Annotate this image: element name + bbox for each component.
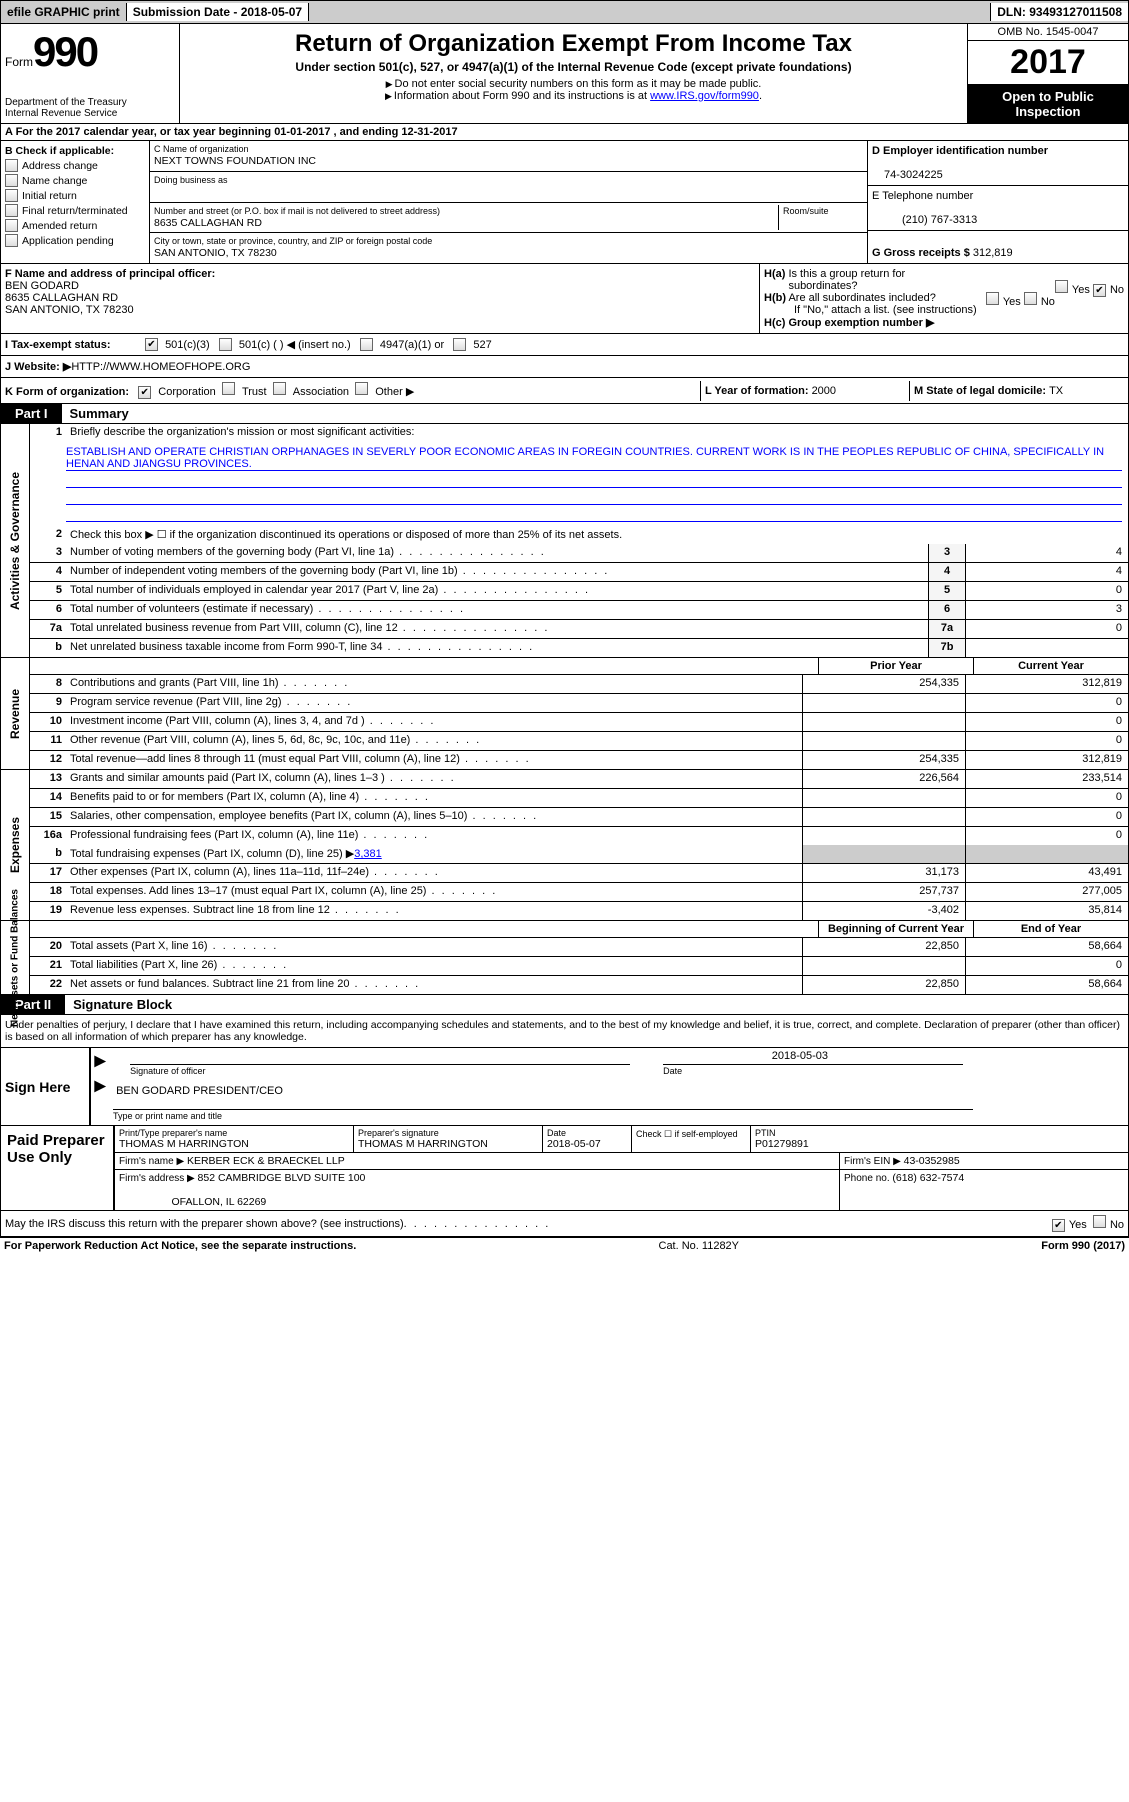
revenue-section: Revenue Prior YearCurrent Year 8 Contrib… [0, 658, 1129, 770]
mission-text: ESTABLISH AND OPERATE CHRISTIAN ORPHANAG… [30, 442, 1128, 526]
summary-line: 12 Total revenue—add lines 8 through 11 … [30, 751, 1128, 769]
gross-receipts: 312,819 [973, 247, 1013, 259]
form-header: Form990 Department of the Treasury Inter… [0, 24, 1129, 124]
summary-line: 20 Total assets (Part X, line 16) 22,850… [30, 938, 1128, 957]
sign-date: 2018-05-03 [772, 1050, 828, 1062]
pointer-icon: ▶ [94, 1076, 109, 1095]
omb-number: OMB No. 1545-0047 [968, 24, 1128, 41]
tax-year: 2017 [968, 41, 1128, 85]
part-ii-header: Part II Signature Block [0, 995, 1129, 1015]
net-assets-section: Net Assets or Fund Balances Beginning of… [0, 921, 1129, 995]
checkbox-icon[interactable] [1055, 280, 1068, 293]
top-bar: efile GRAPHIC print Submission Date - 20… [0, 0, 1129, 24]
summary-line: 11 Other revenue (Part VIII, column (A),… [30, 732, 1128, 751]
org-city: SAN ANTONIO, TX 78230 [154, 247, 277, 259]
irs-link[interactable]: www.IRS.gov/form990 [650, 90, 759, 102]
arrow-icon [385, 90, 394, 102]
website-row: J Website: ▶ HTTP://WWW.HOMEOFHOPE.ORG [0, 356, 1129, 378]
summary-line: 21 Total liabilities (Part X, line 26) 0 [30, 957, 1128, 976]
officer-name: BEN GODARD [5, 280, 79, 292]
org-address: 8635 CALLAGHAN RD [154, 217, 262, 229]
website-url: HTTP://WWW.HOMEOFHOPE.ORG [71, 361, 250, 373]
dln-label: DLN: 93493127011508 [990, 3, 1128, 21]
summary-line: 17 Other expenses (Part IX, column (A), … [30, 864, 1128, 883]
summary-line: 10 Investment income (Part VIII, column … [30, 713, 1128, 732]
checkbox-icon[interactable] [273, 382, 286, 395]
checkbox-icon[interactable]: ✔ [145, 338, 158, 351]
checkbox-icon[interactable] [355, 382, 368, 395]
pointer-icon: ▶ [94, 1051, 109, 1070]
summary-line: 18 Total expenses. Add lines 13–17 (must… [30, 883, 1128, 902]
summary-line: 14 Benefits paid to or for members (Part… [30, 789, 1128, 808]
dept-label: Department of the Treasury Internal Reve… [5, 97, 175, 119]
summary-line: 16a Professional fundraising fees (Part … [30, 827, 1128, 845]
efile-label: efile GRAPHIC print [1, 3, 127, 21]
checkbox-icon[interactable]: ✔ [138, 386, 151, 399]
form-title: Return of Organization Exempt From Incom… [184, 30, 963, 58]
officer-h-row: F Name and address of principal officer:… [0, 264, 1129, 334]
summary-line: 4 Number of independent voting members o… [30, 563, 1128, 582]
header-left: Form990 Department of the Treasury Inter… [1, 24, 180, 123]
activities-governance: Activities & Governance 1Briefly describ… [0, 424, 1129, 658]
summary-line: 22 Net assets or fund balances. Subtract… [30, 976, 1128, 994]
summary-line: 5 Total number of individuals employed i… [30, 582, 1128, 601]
fundraising-link[interactable]: 3,381 [354, 848, 382, 860]
entity-right: D Employer identification number 74-3024… [867, 141, 1128, 263]
entity-mid: C Name of organization NEXT TOWNS FOUNDA… [150, 141, 867, 263]
form-990-page: efile GRAPHIC print Submission Date - 20… [0, 0, 1129, 1254]
header-mid: Return of Organization Exempt From Incom… [180, 24, 967, 123]
perjury-statement: Under penalties of perjury, I declare th… [0, 1015, 1129, 1048]
checkbox-icon[interactable] [360, 338, 373, 351]
summary-line: 19 Revenue less expenses. Subtract line … [30, 902, 1128, 920]
summary-line: 13 Grants and similar amounts paid (Part… [30, 770, 1128, 789]
checkbox-icon[interactable] [5, 174, 18, 187]
submission-date: Submission Date - 2018-05-07 [127, 3, 309, 21]
sign-here-block: Sign Here 2018-05-03 ▶ Signature of offi… [0, 1048, 1129, 1126]
summary-line: b Net unrelated business taxable income … [30, 639, 1128, 657]
checkbox-icon[interactable]: ✔ [1093, 284, 1106, 297]
org-name: NEXT TOWNS FOUNDATION INC [154, 155, 316, 167]
check-if-applicable: B Check if applicable: Address change Na… [1, 141, 150, 263]
checkbox-icon[interactable] [1093, 1215, 1106, 1228]
form-subtitle: Under section 501(c), 527, or 4947(a)(1)… [184, 60, 963, 74]
ein: 74-3024225 [872, 169, 943, 181]
paid-preparer-block: Paid Preparer Use Only Print/Type prepar… [0, 1126, 1129, 1211]
checkbox-icon[interactable] [5, 234, 18, 247]
checkbox-icon[interactable] [453, 338, 466, 351]
checkbox-icon[interactable] [222, 382, 235, 395]
summary-line: 3 Number of voting members of the govern… [30, 544, 1128, 563]
page-footer: For Paperwork Reduction Act Notice, see … [0, 1237, 1129, 1254]
summary-line: 7a Total unrelated business revenue from… [30, 620, 1128, 639]
telephone: (210) 767-3313 [872, 214, 977, 226]
open-to-public: Open to Public Inspection [968, 85, 1128, 123]
summary-line: 9 Program service revenue (Part VIII, li… [30, 694, 1128, 713]
checkbox-icon[interactable] [219, 338, 232, 351]
arrow-icon [386, 78, 395, 90]
checkbox-icon[interactable]: ✔ [1052, 1219, 1065, 1232]
part-i-header: Part I Summary [0, 404, 1129, 424]
checkbox-icon[interactable] [986, 292, 999, 305]
entity-block: B Check if applicable: Address change Na… [0, 141, 1129, 264]
summary-line: 15 Salaries, other compensation, employe… [30, 808, 1128, 827]
discuss-row: May the IRS discuss this return with the… [0, 1211, 1129, 1237]
checkbox-icon[interactable] [5, 189, 18, 202]
row-a-tax-year: A For the 2017 calendar year, or tax yea… [0, 124, 1129, 141]
checkbox-icon[interactable] [5, 159, 18, 172]
checkbox-icon[interactable] [5, 204, 18, 217]
form-number: Form990 [5, 28, 175, 76]
tax-exempt-status: I Tax-exempt status: ✔ 501(c)(3) 501(c) … [0, 334, 1129, 356]
summary-line: 8 Contributions and grants (Part VIII, l… [30, 675, 1128, 694]
summary-line: 6 Total number of volunteers (estimate i… [30, 601, 1128, 620]
header-right: OMB No. 1545-0047 2017 Open to Public In… [967, 24, 1128, 123]
officer-signature-name: BEN GODARD PRESIDENT/CEO [116, 1085, 283, 1097]
expenses-section: Expenses 13 Grants and similar amounts p… [0, 770, 1129, 921]
k-row: K Form of organization: ✔ Corporation Tr… [0, 378, 1129, 404]
checkbox-icon[interactable] [5, 219, 18, 232]
checkbox-icon[interactable] [1024, 292, 1037, 305]
